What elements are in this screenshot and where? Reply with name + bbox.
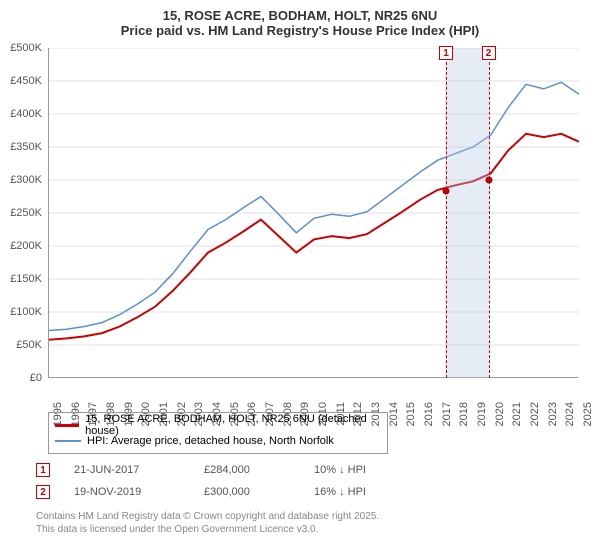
x-tick-label: 2025 xyxy=(582,402,594,432)
sale-marker-dash xyxy=(446,62,447,378)
sale-marker-box: 1 xyxy=(439,46,453,60)
footer: Contains HM Land Registry data © Crown c… xyxy=(36,510,379,536)
chart-container: 15, ROSE ACRE, BODHAM, HOLT, NR25 6NU Pr… xyxy=(0,0,600,560)
x-tick-label: 2016 xyxy=(423,402,435,432)
y-tick-label: £50K xyxy=(0,339,42,351)
y-tick-label: £350K xyxy=(0,141,42,153)
y-tick-label: £300K xyxy=(0,174,42,186)
sale-price: £300,000 xyxy=(204,486,314,498)
highlight-band xyxy=(445,48,489,378)
sale-dot xyxy=(442,187,449,194)
sale-delta: 10% ↓ HPI xyxy=(314,464,414,476)
sale-price: £284,000 xyxy=(204,464,314,476)
sales-table: 1 21-JUN-2017 £284,000 10% ↓ HPI 2 19-NO… xyxy=(36,460,414,504)
y-tick-label: £150K xyxy=(0,273,42,285)
sale-marker-dash xyxy=(489,62,490,378)
x-tick-label: 2022 xyxy=(529,402,541,432)
y-tick-label: £500K xyxy=(0,42,42,54)
legend-label-hpi: HPI: Average price, detached house, Nort… xyxy=(87,435,334,447)
y-tick-label: £100K xyxy=(0,306,42,318)
x-tick-label: 2023 xyxy=(547,402,559,432)
legend-box: 15, ROSE ACRE, BODHAM, HOLT, NR25 6NU (d… xyxy=(48,412,388,454)
table-row: 1 21-JUN-2017 £284,000 10% ↓ HPI xyxy=(36,460,414,480)
legend-row-property: 15, ROSE ACRE, BODHAM, HOLT, NR25 6NU (d… xyxy=(55,417,381,433)
x-tick-label: 2021 xyxy=(511,402,523,432)
y-tick-label: £400K xyxy=(0,108,42,120)
sale-marker-box: 2 xyxy=(482,46,496,60)
sale-marker-1: 1 xyxy=(439,46,453,60)
table-row: 2 19-NOV-2019 £300,000 16% ↓ HPI xyxy=(36,482,414,502)
x-tick-label: 2019 xyxy=(476,402,488,432)
legend-swatch-property xyxy=(55,424,79,427)
x-tick-label: 2024 xyxy=(564,402,576,432)
y-tick-label: £250K xyxy=(0,207,42,219)
sale-dot xyxy=(485,177,492,184)
y-tick-label: £450K xyxy=(0,75,42,87)
sale-date: 19-NOV-2019 xyxy=(74,486,204,498)
footer-line2: This data is licensed under the Open Gov… xyxy=(36,523,379,536)
x-tick-label: 2015 xyxy=(405,402,417,432)
sale-marker-1: 1 xyxy=(36,463,50,477)
series-hpi xyxy=(49,82,579,330)
x-tick-label: 2018 xyxy=(458,402,470,432)
chart-area: £0£50K£100K£150K£200K£250K£300K£350K£400… xyxy=(48,48,578,378)
footer-line1: Contains HM Land Registry data © Crown c… xyxy=(36,510,379,523)
plot-region: 12 xyxy=(48,48,578,378)
x-tick-label: 2017 xyxy=(441,402,453,432)
title-block: 15, ROSE ACRE, BODHAM, HOLT, NR25 6NU Pr… xyxy=(0,0,600,40)
legend-label-property: 15, ROSE ACRE, BODHAM, HOLT, NR25 6NU (d… xyxy=(85,413,381,437)
legend-row-hpi: HPI: Average price, detached house, Nort… xyxy=(55,433,381,449)
x-tick-label: 2020 xyxy=(494,402,506,432)
sale-date: 21-JUN-2017 xyxy=(74,464,204,476)
legend-swatch-hpi xyxy=(55,440,81,442)
y-tick-label: £0 xyxy=(0,372,42,384)
sale-marker-2: 2 xyxy=(36,485,50,499)
title-line1: 15, ROSE ACRE, BODHAM, HOLT, NR25 6NU xyxy=(0,8,600,23)
x-tick-label: 2014 xyxy=(388,402,400,432)
plot-svg xyxy=(49,48,579,378)
sale-delta: 16% ↓ HPI xyxy=(314,486,414,498)
y-tick-label: £200K xyxy=(0,240,42,252)
sale-marker-2: 2 xyxy=(482,46,496,60)
title-line2: Price paid vs. HM Land Registry's House … xyxy=(0,23,600,38)
